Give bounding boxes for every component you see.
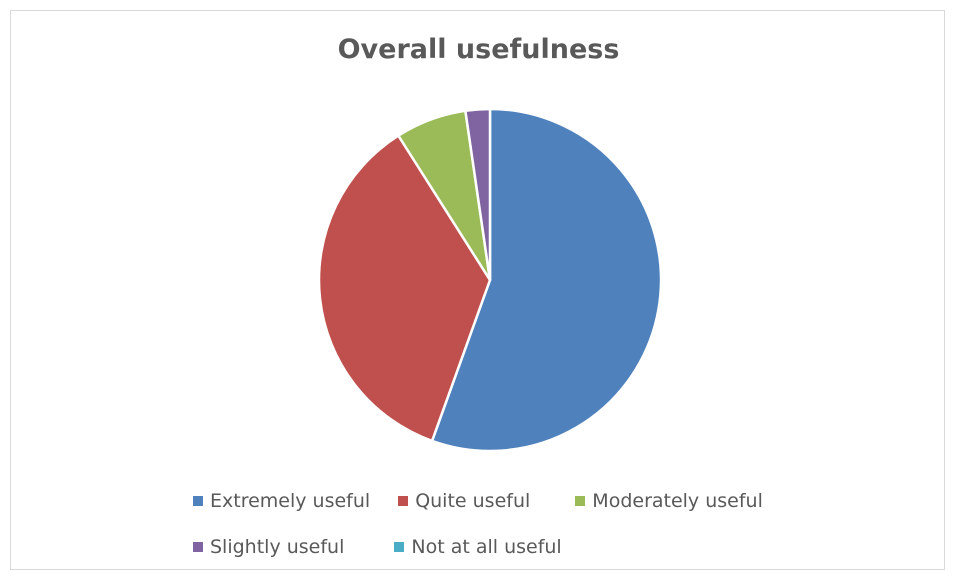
legend-swatch-not-at-all-useful [394,542,405,552]
legend-item-moderately-useful: Moderately useful [575,490,763,512]
legend-item-extremely-useful: Extremely useful [193,490,370,512]
legend-row-2: Slightly useful Not at all useful [193,536,562,558]
pie-slices [317,107,663,453]
legend-label-extremely-useful: Extremely useful [210,490,371,512]
legend-item-not-at-all-useful: Not at all useful [394,536,562,558]
legend-swatch-slightly-useful [193,542,203,552]
legend-item-quite-useful: Quite useful [398,490,530,512]
legend-swatch-quite-useful [398,496,409,506]
chart-title: Overall usefulness [337,34,620,65]
legend-row-1: Extremely useful Quite useful Moderately… [193,490,763,512]
legend-label-not-at-all-useful: Not at all useful [411,536,562,558]
pie-slice-slightly-useful [464,107,492,282]
legend-label-quite-useful: Quite useful [415,490,531,512]
legend-label-slightly-useful: Slightly useful [210,536,345,558]
pie-slice-extremely-useful [430,107,663,453]
legend-swatch-moderately-useful [575,496,586,506]
legend-label-moderately-useful: Moderately useful [592,490,763,512]
pie-slice-quite-useful [317,134,492,443]
legend-swatch-extremely-useful [193,496,203,506]
legend-item-slightly-useful: Slightly useful [193,536,344,558]
